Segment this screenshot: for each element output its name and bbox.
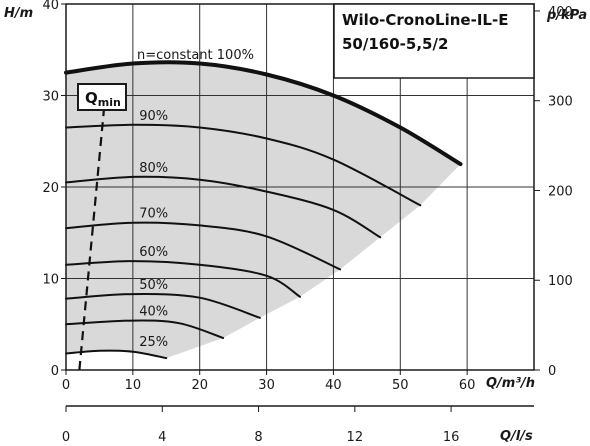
curve-70- bbox=[65, 221, 342, 271]
title-box-frame bbox=[333, 3, 535, 79]
curve-label: 25% bbox=[139, 335, 168, 350]
y-axis-label: H/m bbox=[4, 6, 33, 21]
curve-40- bbox=[65, 319, 225, 339]
curve-80- bbox=[65, 175, 382, 239]
x-tick-label: 50 bbox=[392, 378, 409, 393]
qmin-marker: Qmin bbox=[77, 83, 127, 111]
x-tick-label: 30 bbox=[258, 378, 275, 393]
y-tick-label: 20 bbox=[42, 181, 59, 196]
curve-label: 60% bbox=[139, 245, 168, 260]
curve-n-constant-100- bbox=[64, 60, 463, 167]
curve-label: n=constant 100% bbox=[137, 48, 254, 63]
x-tick-label: 60 bbox=[459, 378, 476, 393]
curve-label: 80% bbox=[139, 161, 168, 176]
y-tick-label: 10 bbox=[42, 273, 59, 288]
curve-90- bbox=[65, 123, 422, 207]
chart-title-line-1: Wilo-CronoLine-IL-E bbox=[342, 11, 508, 29]
y-tick-label: 30 bbox=[42, 90, 59, 105]
x2-tick-label: 0 bbox=[62, 430, 70, 445]
curve-label: 70% bbox=[139, 207, 168, 222]
y2-tick-label: 300 bbox=[548, 95, 573, 110]
operating-area bbox=[66, 62, 461, 359]
qmin-label-q: Q bbox=[85, 89, 98, 107]
x2-axis-label: Q/l/s bbox=[500, 429, 533, 444]
x2-tick-label: 4 bbox=[158, 430, 166, 445]
x-tick-label: 0 bbox=[62, 378, 70, 393]
x2-tick-label: 12 bbox=[347, 430, 364, 445]
x2-tick-label: 16 bbox=[443, 430, 460, 445]
curve-label: 90% bbox=[139, 109, 168, 124]
x2-tick-label: 8 bbox=[254, 430, 262, 445]
qmin-box bbox=[77, 83, 127, 111]
curve-50- bbox=[65, 293, 261, 319]
chart-title-line-2: 50/160-5,5/2 bbox=[342, 35, 448, 53]
curve-label: 50% bbox=[139, 278, 168, 293]
y2-tick-label: 100 bbox=[548, 274, 573, 289]
curve-label: 40% bbox=[139, 305, 168, 320]
operating-area-fill bbox=[66, 62, 461, 359]
y2-axis-label: p/kPa bbox=[546, 8, 587, 23]
curves: n=constant 100% 90% 80% 70% 60% 50% 40% 25% bbox=[64, 48, 463, 371]
qmin-label: Qmin bbox=[85, 89, 121, 109]
x-tick-label: 20 bbox=[191, 378, 208, 393]
y-tick-label: 0 bbox=[51, 364, 59, 379]
title-box: Wilo-CronoLine-IL-E 50/160-5,5/2 bbox=[333, 3, 535, 79]
x-tick-label: 10 bbox=[125, 378, 142, 393]
x-tick-label: 40 bbox=[325, 378, 342, 393]
y2-tick-label: 0 bbox=[548, 364, 556, 379]
x-axis-label: Q/m³/h bbox=[486, 376, 535, 391]
qmin-label-sub: min bbox=[98, 96, 121, 109]
y2-tick-label: 400 bbox=[548, 5, 573, 20]
qmin-line bbox=[78, 86, 108, 371]
secondary-x-axis: 0 4 8 12 16 bbox=[62, 405, 534, 445]
y-tick-label: 40 bbox=[42, 0, 59, 13]
y2-tick-label: 200 bbox=[548, 184, 573, 199]
curve-60- bbox=[65, 260, 301, 298]
